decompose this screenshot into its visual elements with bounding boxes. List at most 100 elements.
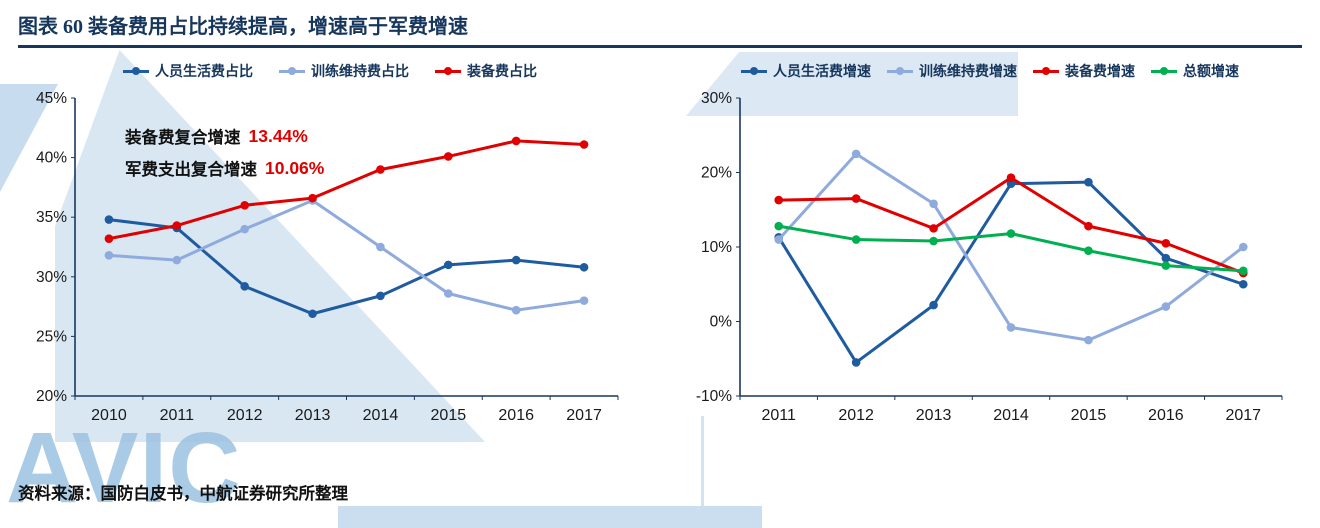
data-point — [851, 149, 861, 159]
data-point — [1084, 246, 1093, 256]
source-note: 资料来源：国防白皮书，中航证券研究所整理 — [18, 484, 348, 503]
legend-marker-icon — [741, 66, 767, 76]
data-point — [579, 296, 589, 305]
data-point — [774, 235, 784, 244]
legend-item: 训练维持费增速 — [887, 61, 1017, 81]
x-tick-label: 2016 — [1148, 407, 1184, 424]
legend-item: 人员生活费增速 — [741, 61, 871, 81]
legend-marker-icon — [279, 66, 305, 76]
x-tick-label: 2012 — [227, 407, 263, 424]
legend-item: 装备费占比 — [435, 61, 537, 81]
annotation-row: 军费支出复合增速 10.06% — [125, 152, 324, 184]
x-tick-label: 2017 — [566, 407, 602, 424]
legend-label: 人员生活费占比 — [155, 63, 253, 79]
data-point — [511, 305, 521, 315]
data-point — [1006, 229, 1016, 238]
legend-label: 总额增速 — [1183, 63, 1239, 79]
right-chart: -10% 0% 10% 20% 30% 2011 2012 2013 2014 2015 2016 2… — [696, 90, 1283, 424]
legend-label: 训练维持费增速 — [919, 63, 1017, 79]
x-tick-label: 2013 — [916, 407, 952, 424]
y-tick-label: 30% — [701, 90, 732, 107]
data-point — [929, 224, 938, 233]
data-point — [444, 260, 453, 270]
y-tick-label: 20% — [36, 388, 67, 405]
data-point — [1161, 302, 1171, 311]
data-point — [1238, 242, 1248, 252]
legend-item: 装备费增速 — [1033, 61, 1135, 81]
figure-header: 图表 60 装备费用占比持续提高，增速高于军费增速 — [0, 0, 1320, 48]
annotation-label: 军费支出复合增速 — [125, 161, 257, 179]
data-point — [104, 251, 114, 260]
cagr-annotations: 装备费复合增速 13.44% 军费支出复合增速 10.06% — [125, 120, 324, 184]
data-point — [1006, 323, 1016, 332]
y-tick-label: 45% — [36, 90, 67, 107]
annotation-value: 13.44% — [248, 125, 308, 146]
legend-label: 人员生活费增速 — [773, 63, 871, 79]
charts-row: 人员生活费占比 训练维持费占比 装备费占比 20% 25% 30% 35% 40% 45% 20… — [0, 56, 1320, 438]
x-tick-label: 2014 — [363, 407, 399, 424]
data-point — [1006, 173, 1016, 183]
data-point — [376, 291, 385, 301]
data-point — [240, 224, 249, 234]
y-tick-label: -10% — [696, 388, 732, 405]
data-point — [376, 165, 385, 174]
series-line — [777, 176, 1245, 275]
data-point — [774, 221, 784, 231]
data-point — [1161, 238, 1171, 248]
data-point — [511, 136, 521, 146]
annotation-row: 装备费复合增速 13.44% — [125, 120, 324, 152]
data-point — [104, 215, 114, 224]
data-point — [579, 140, 589, 149]
series-line — [777, 180, 1245, 364]
legend-marker-icon — [123, 66, 149, 76]
legend-item: 训练维持费占比 — [279, 61, 409, 81]
data-point — [444, 152, 453, 161]
legend-label: 训练维持费占比 — [311, 63, 409, 79]
x-tick-label: 2011 — [160, 407, 195, 424]
figure-title: 图表 60 装备费用占比持续提高，增速高于军费增速 — [18, 16, 468, 38]
data-point — [511, 255, 521, 265]
legend-marker-icon — [1033, 66, 1059, 76]
legend-marker-icon — [1151, 66, 1177, 76]
left-chart-block: 人员生活费占比 训练维持费占比 装备费占比 20% 25% 30% 35% 40% 45% 20… — [20, 56, 640, 438]
data-point — [240, 200, 249, 210]
x-tick-label: 2011 — [762, 407, 797, 424]
x-tick-label: 2010 — [91, 407, 127, 424]
y-tick-label: 20% — [701, 165, 732, 182]
data-point — [929, 300, 938, 310]
legend-label: 装备费增速 — [1065, 63, 1135, 79]
x-tick-label: 2017 — [1225, 407, 1261, 424]
data-point — [579, 262, 589, 272]
legend-marker-icon — [887, 66, 913, 76]
data-point — [929, 236, 938, 246]
series-line — [107, 218, 586, 316]
data-point — [774, 195, 784, 205]
title-underline — [18, 45, 1302, 48]
series-line — [107, 199, 586, 312]
legend-marker-icon — [435, 66, 461, 76]
watermark-bottom-strip — [338, 506, 762, 528]
y-tick-label: 25% — [36, 328, 67, 345]
right-chart-block: 人员生活费增速 训练维持费增速 装备费增速 总额增速 -10% 0% 10% 20% 30% 2… — [680, 56, 1300, 438]
left-chart-legend: 人员生活费占比 训练维持费占比 装备费占比 — [20, 56, 640, 86]
data-point — [1238, 279, 1248, 289]
right-chart-legend: 人员生活费增速 训练维持费增速 装备费增速 总额增速 — [680, 56, 1300, 86]
y-tick-label: 40% — [36, 150, 67, 167]
data-point — [172, 255, 182, 265]
data-point — [376, 242, 385, 252]
data-point — [172, 221, 182, 230]
data-point — [1006, 179, 1016, 188]
legend-item: 总额增速 — [1151, 61, 1239, 81]
annotation-label: 装备费复合增速 — [125, 129, 241, 147]
x-tick-label: 2013 — [295, 407, 331, 424]
x-tick-label: 2012 — [838, 407, 874, 424]
y-tick-label: 30% — [36, 269, 67, 286]
data-point — [851, 194, 861, 203]
y-tick-label: 35% — [36, 209, 67, 226]
annotation-value: 10.06% — [265, 157, 325, 178]
data-point — [308, 309, 317, 319]
data-point — [104, 234, 114, 243]
left-chart: 20% 25% 30% 35% 40% 45% 2010 2011 2012 2013 2014 20… — [36, 90, 619, 424]
data-point — [1084, 335, 1093, 345]
data-point — [240, 282, 249, 291]
